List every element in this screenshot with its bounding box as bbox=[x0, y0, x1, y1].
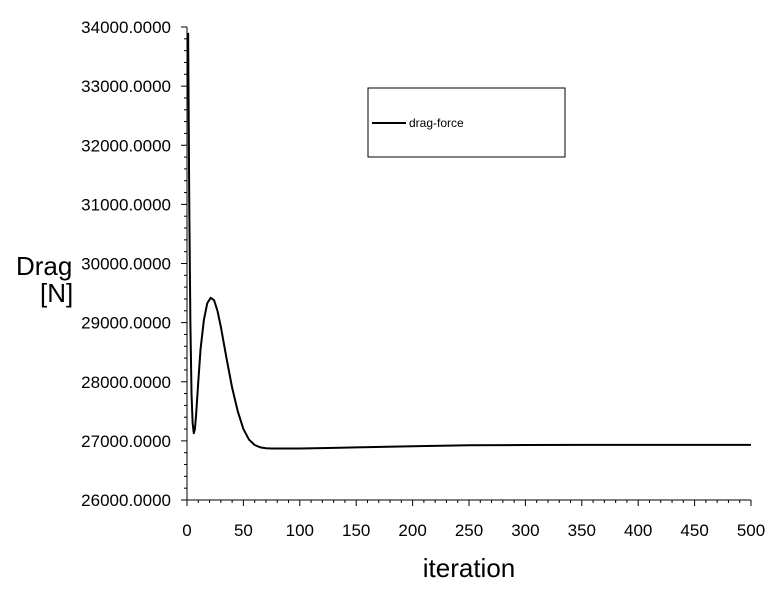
y-tick-label: 33000.0000 bbox=[81, 77, 171, 96]
y-axis: 26000.0000 27000.0000 28000.0000 29000.0000… bbox=[81, 18, 188, 510]
y-tick-label: 30000.0000 bbox=[81, 255, 171, 274]
y-tick-label: 26000.0000 bbox=[81, 491, 171, 510]
x-tick-label: 500 bbox=[737, 521, 765, 540]
y-axis-title-line1: Drag bbox=[16, 251, 72, 281]
x-tick-label: 100 bbox=[286, 521, 314, 540]
legend: drag-force bbox=[367, 87, 566, 158]
x-tick-label: 300 bbox=[511, 521, 539, 540]
x-tick-label: 400 bbox=[624, 521, 652, 540]
series-layer bbox=[187, 32, 751, 450]
y-tick-label: 32000.0000 bbox=[81, 136, 171, 155]
x-axis-title: iteration bbox=[423, 553, 516, 583]
y-tick-label: 31000.0000 bbox=[81, 195, 171, 214]
y-tick-label: 28000.0000 bbox=[81, 373, 171, 392]
x-axis: 0 50 100 150 200 250 300 350 400 450 500 bbox=[182, 499, 765, 540]
series-line-drag-force bbox=[187, 32, 751, 450]
y-axis-title-line2: [N] bbox=[40, 278, 73, 308]
legend-label: drag-force bbox=[409, 116, 464, 130]
x-tick-label: 150 bbox=[342, 521, 370, 540]
x-tick-label: 250 bbox=[455, 521, 483, 540]
x-tick-label: 450 bbox=[680, 521, 708, 540]
x-tick-label: 350 bbox=[568, 521, 596, 540]
x-tick-label: 200 bbox=[398, 521, 426, 540]
y-tick-label: 29000.0000 bbox=[81, 314, 171, 333]
x-tick-label: 0 bbox=[182, 521, 191, 540]
x-tick-label: 50 bbox=[234, 521, 253, 540]
y-tick-label: 34000.0000 bbox=[81, 18, 171, 37]
y-tick-label: 27000.0000 bbox=[81, 432, 171, 451]
